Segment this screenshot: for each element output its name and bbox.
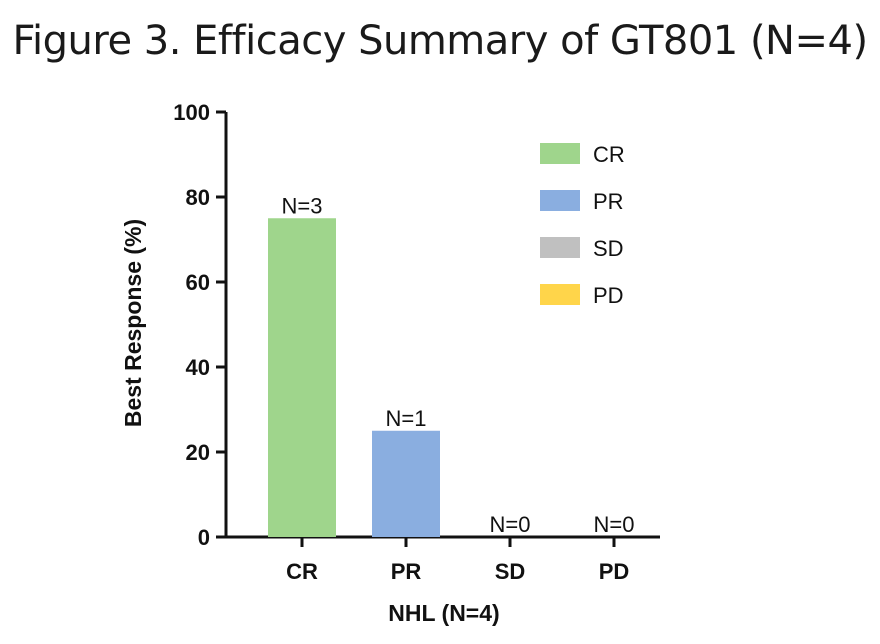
- chart-title: Figure 3. Efficacy Summary of GT801 (N=4…: [12, 18, 868, 64]
- legend-label-cr: CR: [593, 142, 625, 167]
- y-axis-label: Best Response (%): [120, 219, 146, 427]
- y-tick-label: 20: [186, 440, 210, 465]
- bars: [268, 218, 440, 537]
- legend-swatch-cr: [540, 143, 580, 164]
- data-label-sd: N=0: [490, 512, 531, 537]
- x-axis: CR PR SD PD: [224, 535, 660, 584]
- legend-swatch-sd: [540, 237, 580, 258]
- bar-cr: [268, 218, 336, 537]
- data-label-pr: N=1: [386, 406, 427, 431]
- y-tick-label: 100: [173, 100, 210, 125]
- data-label-cr: N=3: [282, 193, 323, 218]
- x-tick-label: PR: [391, 559, 422, 584]
- legend-swatch-pr: [540, 190, 580, 211]
- x-tick-label: PD: [599, 559, 630, 584]
- data-labels: N=3 N=1 N=0 N=0: [282, 193, 635, 537]
- x-tick-label: CR: [286, 559, 318, 584]
- legend-swatch-pd: [540, 284, 580, 305]
- x-tick-label: SD: [495, 559, 526, 584]
- y-tick-label: 80: [186, 185, 210, 210]
- legend-label-pd: PD: [593, 283, 624, 308]
- y-axis: 0 20 40 60 80 100: [173, 100, 228, 550]
- bar-pr: [372, 430, 440, 537]
- y-tick-label: 40: [186, 355, 210, 380]
- y-tick-label: 60: [186, 270, 210, 295]
- x-axis-label: NHL (N=4): [388, 600, 499, 626]
- legend-label-pr: PR: [593, 189, 624, 214]
- data-label-pd: N=0: [594, 512, 635, 537]
- legend-label-sd: SD: [593, 236, 624, 261]
- legend: CR PR SD PD: [540, 142, 625, 308]
- y-tick-label: 0: [198, 525, 210, 550]
